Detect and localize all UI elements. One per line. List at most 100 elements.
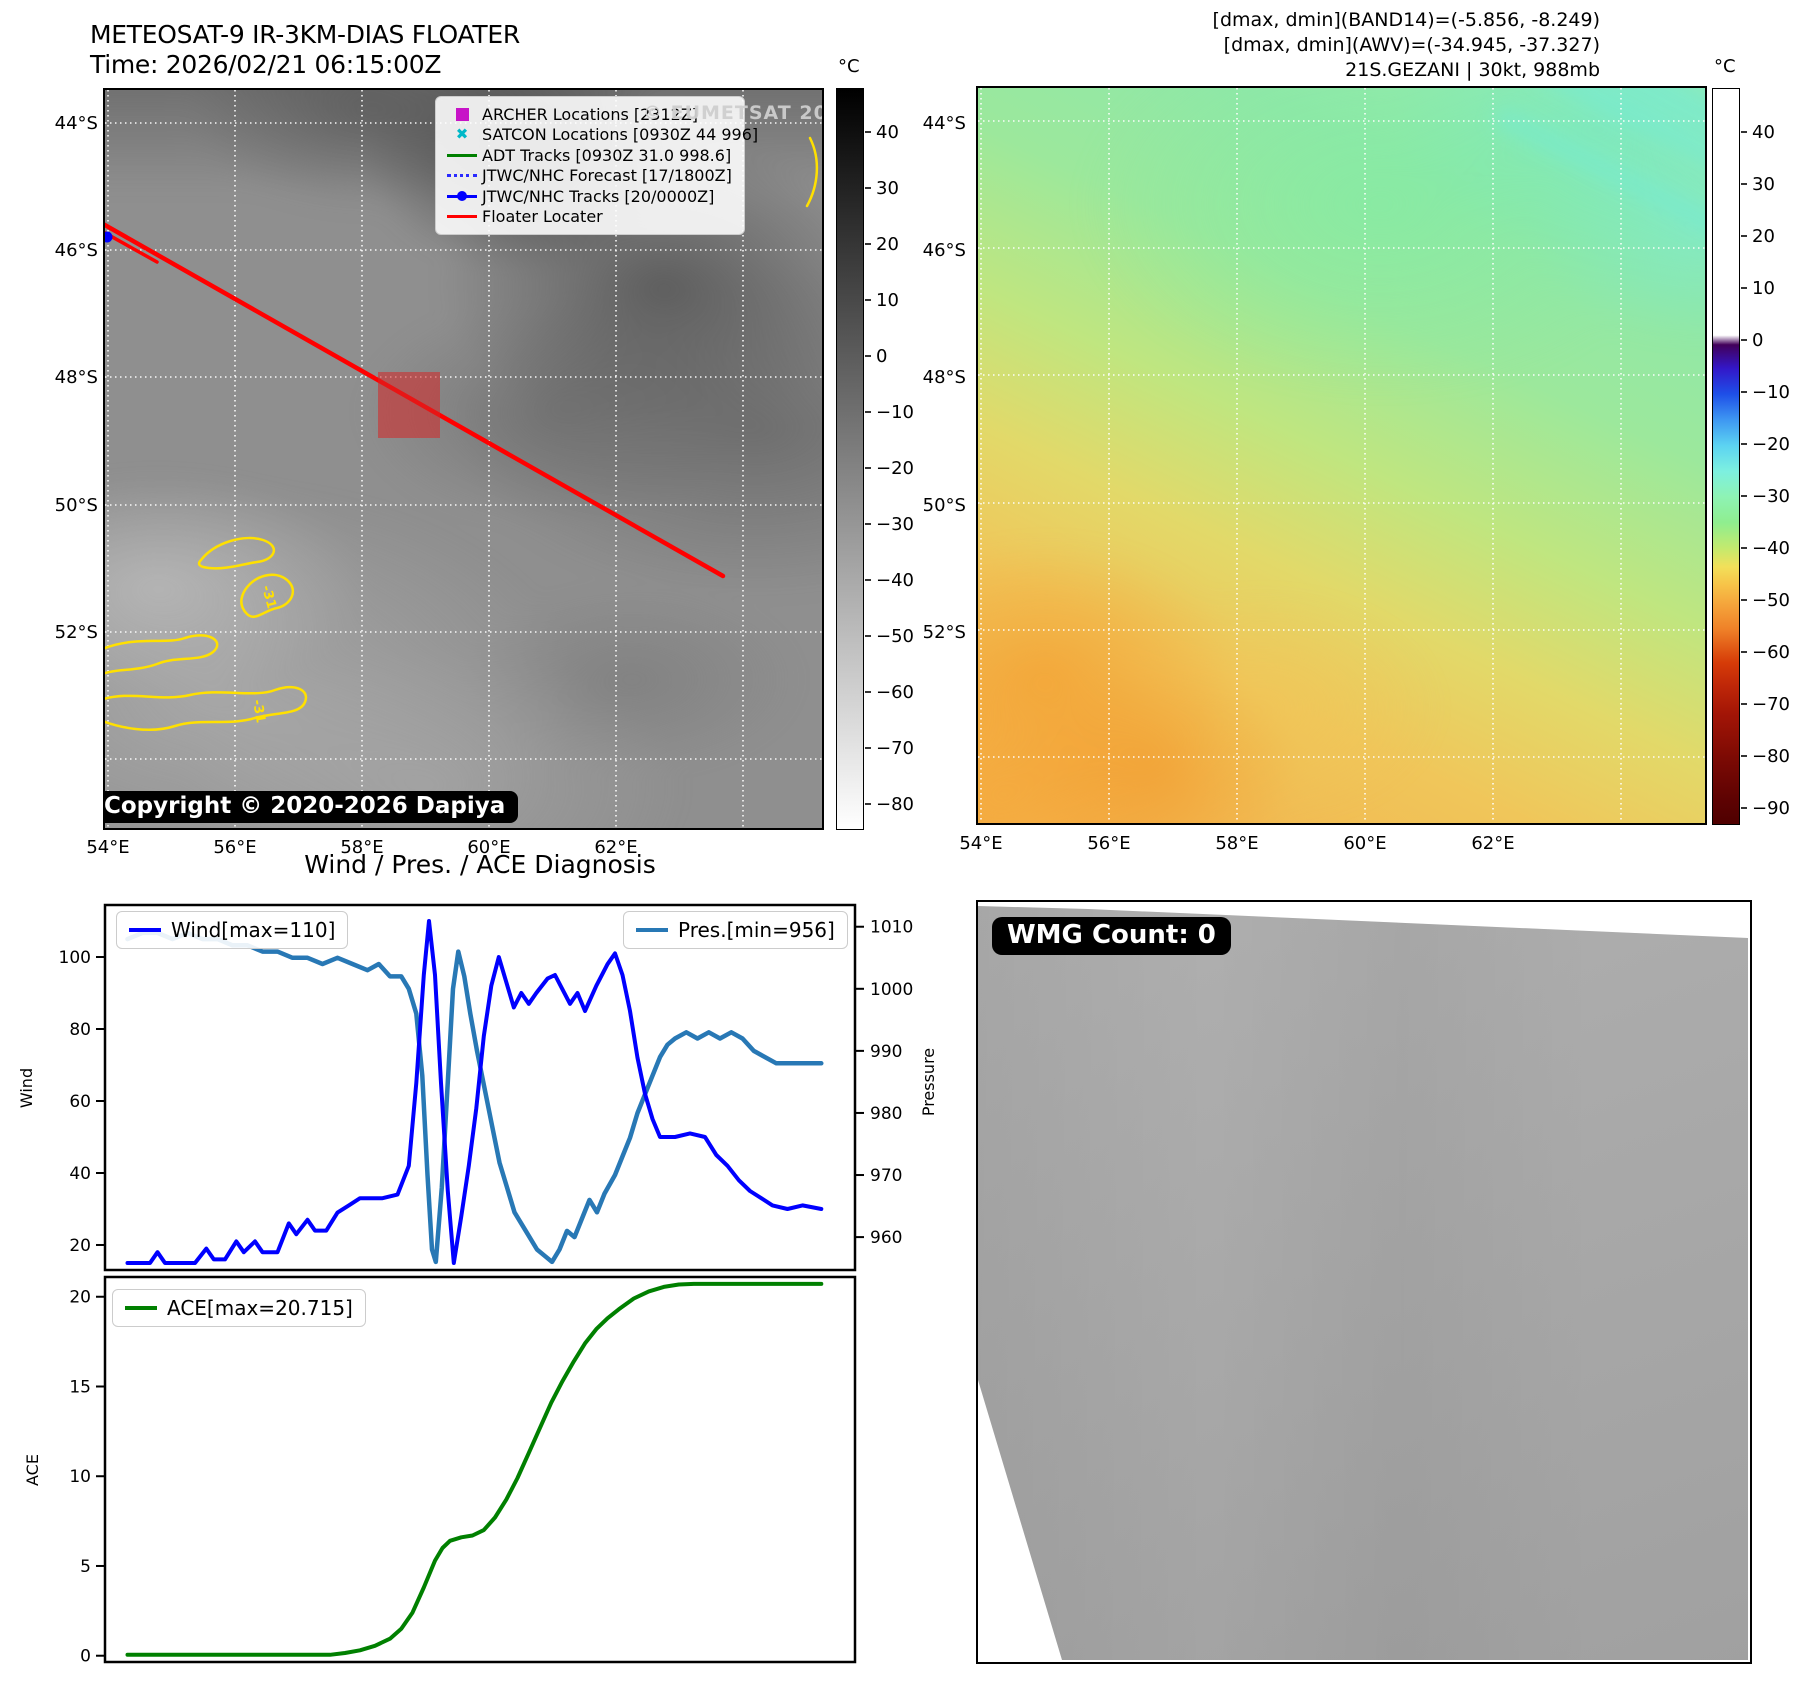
lat-tick-label: 50°S: [55, 495, 98, 516]
legend-line-icon: [129, 928, 161, 932]
legend-item-label: SATCON Locations [0930Z 44 996]: [482, 125, 759, 145]
annotation-band14: [dmax, dmin](BAND14)=(-5.856, -8.249): [1212, 9, 1600, 31]
lon-tick-label: 54°E: [959, 833, 1002, 854]
track-line-icon: [442, 153, 482, 157]
floater-locater-branch: [105, 230, 159, 264]
contour-label: -31: [249, 699, 268, 725]
legend-item: ARCHER Locations [2312Z]: [442, 104, 738, 125]
floater-target-box: [378, 372, 440, 438]
colorbar-tick-label: 0: [1752, 330, 1763, 351]
ir-colorbar: [836, 88, 864, 830]
ace-axis-label: ACE: [23, 1454, 42, 1486]
legend-item: JTWC/NHC Forecast [17/1800Z]: [442, 166, 738, 187]
ir-contour: [805, 136, 819, 208]
lon-tick-label: 62°E: [1471, 833, 1514, 854]
wind-tick-label: 100: [59, 948, 91, 968]
colorbar-tick-label: −10: [1752, 382, 1790, 403]
ace-tick-label: 20: [69, 1288, 91, 1308]
colorbar-tick-label: −20: [1752, 434, 1790, 455]
ir-contour: [240, 573, 295, 618]
pressure-tick-label: 960: [870, 1228, 902, 1248]
lat-tick-label: 52°S: [55, 622, 98, 643]
colorbar-tick-label: −70: [876, 738, 914, 759]
colorbar-tick-label: −20: [876, 458, 914, 479]
colorbar-tick-label: −30: [1752, 486, 1790, 507]
wind-axis-label: Wind: [17, 1068, 36, 1108]
annotation-storm-id: 21S.GEZANI | 30kt, 988mb: [1345, 59, 1600, 81]
pressure-legend: Pres.[min=956]: [623, 911, 848, 949]
pressure-tick-label: 970: [870, 1166, 902, 1186]
legend-item-label: JTWC/NHC Tracks [20/0000Z]: [482, 186, 715, 206]
lon-tick-label: 58°E: [1215, 833, 1258, 854]
lat-tick-label: 46°S: [55, 240, 98, 261]
legend-item: ADT Tracks [0930Z 31.0 998.6]: [442, 145, 738, 166]
wmg-count-badge: WMG Count: 0: [992, 917, 1231, 955]
wind-tick-label: 60: [69, 1092, 91, 1112]
colorbar-tick-label: −80: [1752, 746, 1790, 767]
colorbar-tick-label: 10: [876, 290, 899, 311]
colorbar-tick-label: −10: [876, 402, 914, 423]
colorbar-tick-label: −60: [876, 682, 914, 703]
lat-tick-label: 52°S: [923, 622, 966, 643]
track-line-icon: [442, 215, 482, 219]
legend-item-label: JTWC/NHC Forecast [17/1800Z]: [482, 166, 732, 186]
wmg-visible-swath: [978, 906, 1748, 1660]
colorbar-tick-label: 20: [1752, 226, 1775, 247]
contour-label: -31: [258, 584, 279, 611]
pressure-tick-label: 990: [870, 1042, 902, 1062]
pressure-tick-label: 1000: [870, 980, 913, 1000]
colorbar-tick-label: 20: [876, 234, 899, 255]
ir-satellite-map: -31 -31 © EUMETSAT 2026 ARCHER Locations …: [103, 88, 824, 830]
pressure-tick-label: 980: [870, 1104, 902, 1124]
legend-item: Floater Locater: [442, 207, 738, 228]
ace-legend: ACE[max=20.715]: [112, 1289, 366, 1327]
wind-tick-label: 80: [69, 1020, 91, 1040]
colorbar-unit-label: °C: [1714, 56, 1736, 77]
ace-plot-frame: [103, 1275, 857, 1664]
left-map-title: METEOSAT-9 IR-3KM-DIAS FLOATER: [90, 20, 520, 49]
ace-tick-label: 0: [80, 1647, 91, 1667]
map-legend: ARCHER Locations [2312Z] ✖ SATCON Location…: [435, 96, 758, 235]
colorbar-tick-label: −80: [876, 794, 914, 815]
colorbar-tick-label: 30: [1752, 174, 1775, 195]
annotation-awv: [dmax, dmin](AWV)=(-34.945, -37.327): [1223, 34, 1600, 56]
satcon-x-icon: ✖: [455, 125, 469, 144]
lat-tick-label: 44°S: [55, 113, 98, 134]
colorbar-unit-label: °C: [838, 56, 860, 77]
legend-item-label: ARCHER Locations [2312Z]: [482, 104, 699, 124]
colorbar-tick-label: −30: [876, 514, 914, 535]
legend-label: ACE[max=20.715]: [167, 1296, 353, 1320]
forecast-dotted-line-icon: [442, 174, 482, 178]
right-map-annotations: [dmax, dmin](BAND14)=(-5.856, -8.249) [d…: [1000, 8, 1600, 83]
lat-tick-label: 46°S: [923, 240, 966, 261]
legend-line-icon: [125, 1306, 157, 1310]
ace-tick-label: 10: [69, 1467, 91, 1487]
lat-tick-label: 48°S: [923, 367, 966, 388]
awv-gradient-blobs: [978, 88, 1705, 823]
lat-tick-label: 50°S: [923, 495, 966, 516]
colorbar-tick-label: −90: [1752, 798, 1790, 819]
legend-line-icon: [636, 928, 668, 932]
colorbar-tick-label: −50: [876, 626, 914, 647]
lat-tick-label: 44°S: [923, 113, 966, 134]
awv-colorbar: [1712, 88, 1740, 825]
lon-tick-label: 60°E: [1343, 833, 1386, 854]
wind-tick-label: 40: [69, 1164, 91, 1184]
awv-satellite-map: [976, 86, 1707, 825]
wind-pressure-plot-frame: [103, 903, 857, 1272]
legend-item: ✖ SATCON Locations [0930Z 44 996]: [442, 125, 758, 146]
colorbar-tick-label: −50: [1752, 590, 1790, 611]
pressure-series-line: [125, 930, 824, 1265]
colorbar-tick-label: 0: [876, 346, 887, 367]
colorbar-tick-label: −40: [1752, 538, 1790, 559]
legend-label: Wind[max=110]: [171, 918, 336, 942]
colorbar-tick-label: 30: [876, 178, 899, 199]
colorbar-tick-label: −70: [1752, 694, 1790, 715]
colorbar-tick-label: 40: [876, 122, 899, 143]
wmg-panel: WMG Count: 0: [976, 900, 1752, 1664]
wind-series-line: [125, 919, 824, 1265]
track-line-dot-icon: [442, 191, 482, 202]
wind-legend: Wind[max=110]: [116, 911, 349, 949]
legend-item-label: Floater Locater: [482, 207, 603, 227]
charts-title: Wind / Pres. / ACE Diagnosis: [304, 850, 656, 879]
